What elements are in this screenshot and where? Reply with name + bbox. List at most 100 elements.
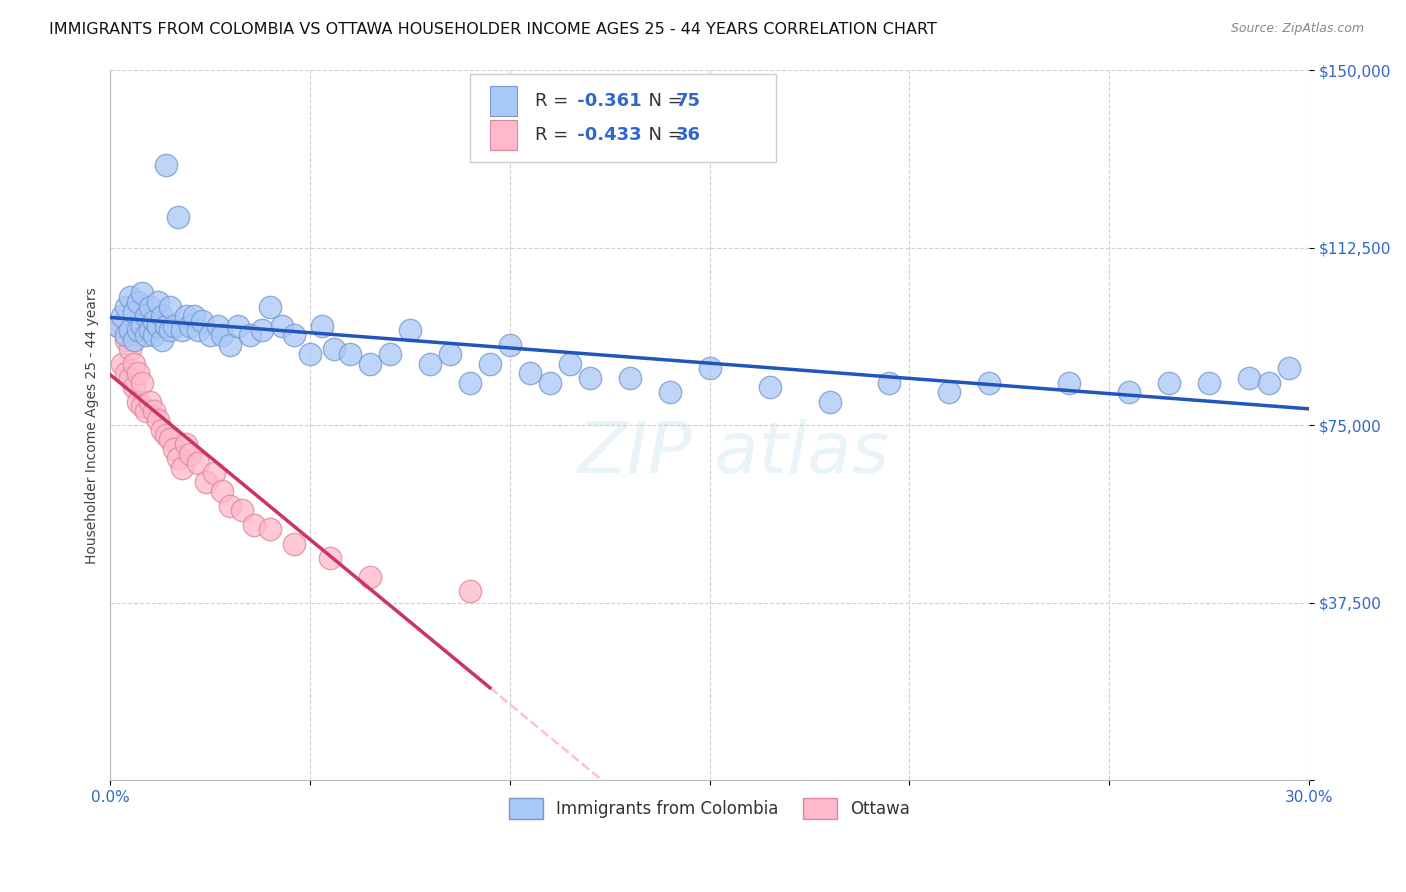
Text: ZIP atlas: ZIP atlas [578,419,890,488]
Point [167,210,190,224]
Point [439,347,461,361]
Point [1237,371,1260,385]
Point [172,323,194,337]
Point [195,475,218,489]
Point [399,323,422,337]
Point [127,366,149,380]
Point [219,337,242,351]
Point [163,318,186,333]
Point [211,328,233,343]
Point [879,376,901,390]
Point [938,385,960,400]
Point [115,328,138,343]
Point [143,404,166,418]
Point [339,347,361,361]
Point [159,300,181,314]
Point [202,466,225,480]
Text: 36: 36 [676,126,702,144]
Point [111,310,134,324]
Point [1157,376,1180,390]
Point [619,371,641,385]
Point [1057,376,1080,390]
Y-axis label: Householder Income Ages 25 - 44 years: Householder Income Ages 25 - 44 years [86,287,100,564]
Text: R =: R = [534,92,574,111]
Point [172,460,194,475]
Point [378,347,401,361]
Point [319,550,342,565]
Point [243,517,266,532]
Point [259,522,281,536]
Point [120,323,142,337]
Point [131,376,153,390]
Point [124,333,146,347]
Point [419,357,441,371]
Point [758,380,780,394]
Text: N =: N = [637,92,688,111]
Point [323,343,346,357]
Point [159,323,181,337]
Point [131,399,153,413]
Point [478,357,501,371]
Point [499,337,522,351]
Point [1118,385,1140,400]
Point [359,570,381,584]
Point [458,376,481,390]
Point [155,427,177,442]
Point [127,394,149,409]
Text: R =: R = [534,126,574,144]
Point [979,376,1001,390]
Point [359,357,381,371]
Point [818,394,841,409]
Point [252,323,274,337]
FancyBboxPatch shape [470,74,776,162]
Point [124,357,146,371]
Point [299,347,322,361]
Legend: Immigrants from Colombia, Ottawa: Immigrants from Colombia, Ottawa [503,791,917,825]
Point [143,328,166,343]
Point [200,328,222,343]
Point [259,300,281,314]
Point [115,300,138,314]
Point [187,456,209,470]
Point [1198,376,1220,390]
Text: Source: ZipAtlas.com: Source: ZipAtlas.com [1230,22,1364,36]
Point [120,343,142,357]
Text: IMMIGRANTS FROM COLOMBIA VS OTTAWA HOUSEHOLDER INCOME AGES 25 - 44 YEARS CORRELA: IMMIGRANTS FROM COLOMBIA VS OTTAWA HOUSE… [49,22,936,37]
FancyBboxPatch shape [491,87,516,116]
Point [107,318,129,333]
Point [148,413,170,427]
Point [131,285,153,300]
Point [127,295,149,310]
FancyBboxPatch shape [491,120,516,150]
Point [179,318,201,333]
Point [139,323,162,337]
Point [148,295,170,310]
Point [135,310,157,324]
Point [271,318,294,333]
Point [283,328,305,343]
Point [1258,376,1281,390]
Point [120,371,142,385]
Point [150,423,173,437]
Point [538,376,561,390]
Point [111,357,134,371]
Point [231,503,253,517]
Point [558,357,581,371]
Text: -0.361: -0.361 [571,92,641,111]
Point [135,404,157,418]
Point [519,366,541,380]
Text: N =: N = [637,126,688,144]
Point [107,318,129,333]
Point [211,484,233,499]
Point [658,385,681,400]
Point [163,442,186,456]
Point [155,318,177,333]
Point [143,314,166,328]
Point [139,300,162,314]
Point [167,451,190,466]
Point [219,499,242,513]
Point [1278,361,1301,376]
Point [159,433,181,447]
Point [139,394,162,409]
Point [226,318,249,333]
